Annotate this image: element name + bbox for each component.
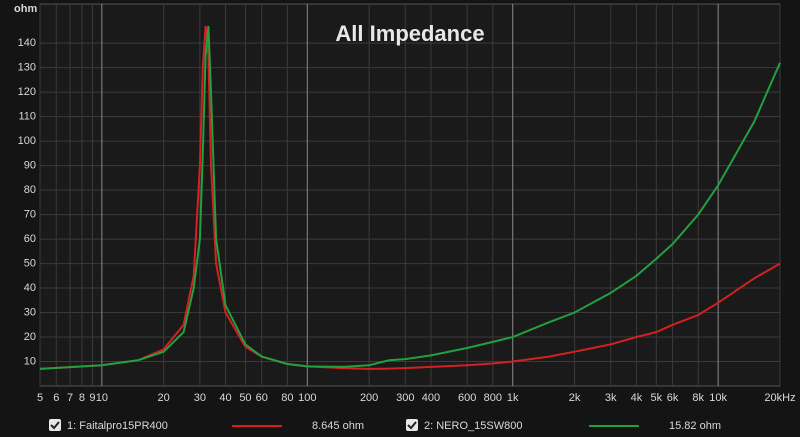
legend-label: 2: NERO_15SW800 bbox=[424, 420, 522, 432]
x-tick-label: 300 bbox=[396, 392, 414, 404]
y-tick-label: 40 bbox=[24, 282, 36, 294]
y-tick-label: 50 bbox=[24, 257, 36, 269]
y-tick-label: 70 bbox=[24, 208, 36, 220]
y-tick-label: 60 bbox=[24, 233, 36, 245]
x-tick-label: 8k bbox=[692, 392, 704, 404]
y-tick-label: 10 bbox=[24, 355, 36, 367]
x-tick-label: 600 bbox=[458, 392, 476, 404]
x-tick-label: 20kHz bbox=[764, 392, 795, 404]
y-tick-label: 90 bbox=[24, 160, 36, 172]
y-tick-label: 110 bbox=[18, 111, 36, 123]
checkmark bbox=[50, 421, 60, 430]
x-tick-label: 7 bbox=[67, 392, 73, 404]
legend-readout: 8.645 ohm bbox=[312, 420, 364, 432]
x-tick-label: 3k bbox=[605, 392, 617, 404]
y-tick-label: 80 bbox=[24, 184, 36, 196]
series-line bbox=[39, 25, 781, 370]
y-tick-label: 120 bbox=[18, 86, 36, 98]
x-tick-label: 9 bbox=[89, 392, 95, 404]
x-tick-label: 200 bbox=[360, 392, 378, 404]
x-tick-label: 8 bbox=[79, 392, 85, 404]
y-tick-label: 130 bbox=[18, 62, 36, 74]
x-tick-label: 20 bbox=[158, 392, 170, 404]
legend: 1: Faitalpro15PR400 8.645 ohm 2: NERO_15SW… bbox=[49, 419, 721, 432]
plot-area bbox=[39, 3, 781, 387]
x-tick-label: 10k bbox=[709, 392, 727, 404]
series-line bbox=[39, 25, 781, 370]
x-tick-label: 1k bbox=[507, 392, 519, 404]
x-tick-label: 800 bbox=[484, 392, 502, 404]
checkmark bbox=[407, 421, 417, 430]
x-tick-label: 30 bbox=[194, 392, 206, 404]
x-tick-label: 60 bbox=[256, 392, 268, 404]
y-tick-label: 30 bbox=[24, 306, 36, 318]
y-axis-label: ohm bbox=[14, 3, 37, 15]
x-tick-label: 50 bbox=[239, 392, 251, 404]
x-tick-label: 2k bbox=[569, 392, 581, 404]
chart-title: All Impedance bbox=[335, 21, 484, 46]
x-tick-label: 400 bbox=[422, 392, 440, 404]
x-tick-label: 5 bbox=[37, 392, 43, 404]
x-tick-label: 10 bbox=[96, 392, 108, 404]
y-tick-label: 20 bbox=[24, 331, 36, 343]
x-tick-label: 5k bbox=[651, 392, 663, 404]
checkbox[interactable] bbox=[49, 419, 61, 431]
legend-label: 1: Faitalpro15PR400 bbox=[67, 420, 168, 432]
checkbox[interactable] bbox=[406, 419, 418, 431]
legend-readout: 15.82 ohm bbox=[669, 420, 721, 432]
y-tick-label: 100 bbox=[18, 135, 36, 147]
x-tick-label: 40 bbox=[219, 392, 231, 404]
x-tick-label: 80 bbox=[281, 392, 293, 404]
x-tick-label: 6k bbox=[667, 392, 679, 404]
x-tick-label: 4k bbox=[631, 392, 643, 404]
x-tick-label: 6 bbox=[53, 392, 59, 404]
y-tick-label: 140 bbox=[18, 37, 36, 49]
x-tick-label: 100 bbox=[298, 392, 316, 404]
